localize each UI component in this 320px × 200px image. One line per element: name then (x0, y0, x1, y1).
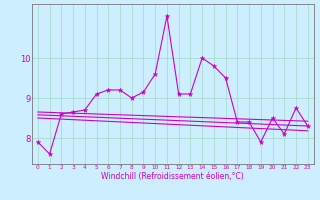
X-axis label: Windchill (Refroidissement éolien,°C): Windchill (Refroidissement éolien,°C) (101, 172, 244, 181)
